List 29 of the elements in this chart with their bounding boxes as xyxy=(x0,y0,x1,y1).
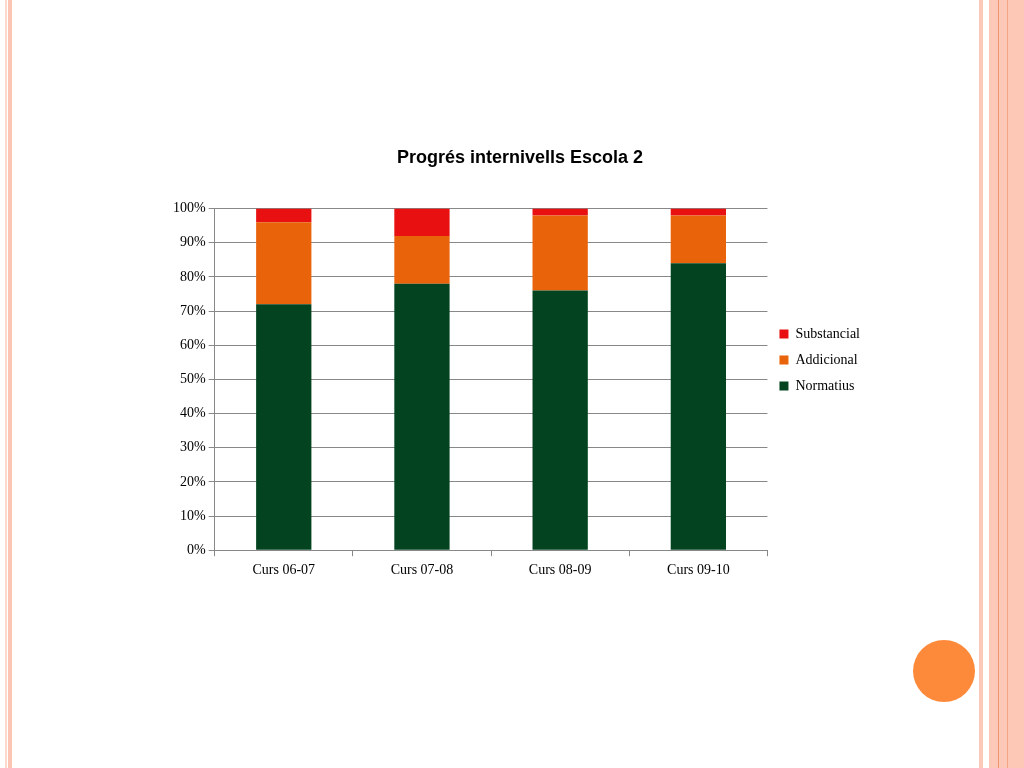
chart-title: Progrés internivells Escola 2 xyxy=(396,146,644,167)
bar xyxy=(670,263,726,550)
bar xyxy=(670,215,726,264)
bar xyxy=(394,283,450,550)
bar xyxy=(256,304,312,550)
bar xyxy=(394,235,450,284)
y-tick-label: 90% xyxy=(179,234,206,250)
x-tick-label: Curs 07-08 xyxy=(390,562,454,578)
bar xyxy=(256,222,312,305)
y-tick-label: 40% xyxy=(179,405,206,421)
x-tick-label: Curs 06-07 xyxy=(252,562,316,578)
y-tick-label: 100% xyxy=(172,200,206,216)
y-tick-label: 20% xyxy=(179,473,206,489)
y-tick-label: 50% xyxy=(179,371,206,387)
bar xyxy=(256,208,312,223)
y-tick-label: 0% xyxy=(186,541,206,557)
legend-label: Normatius xyxy=(795,377,855,393)
y-tick-label: 80% xyxy=(179,268,206,284)
bar xyxy=(532,290,588,550)
x-tick-label: Curs 08-09 xyxy=(528,562,592,578)
bar xyxy=(532,215,588,291)
x-tick-label: Curs 09-10 xyxy=(667,562,730,578)
y-tick-label: 70% xyxy=(179,302,206,318)
y-tick-label: 60% xyxy=(179,336,206,352)
legend-label: Addicional xyxy=(795,351,858,367)
bar xyxy=(394,208,450,236)
y-tick-label: 10% xyxy=(179,507,206,523)
y-tick-label: 30% xyxy=(179,439,206,455)
legend-label: Substancial xyxy=(795,325,861,341)
